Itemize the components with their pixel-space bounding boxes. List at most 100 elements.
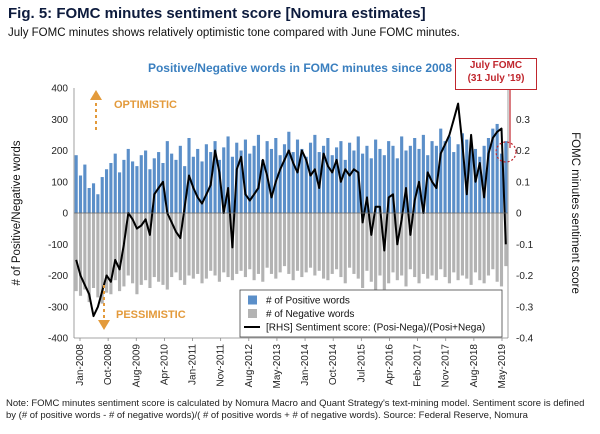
positive-bar [122,159,126,213]
positive-bar [226,136,230,213]
negative-bar [447,213,451,284]
positive-bar [78,175,83,213]
y-tick-label: 100 [51,177,68,188]
positive-bar [391,145,395,213]
positive-bar [434,145,438,213]
positive-bar [456,144,460,213]
negative-bar [486,213,491,276]
positive-bar [352,150,356,213]
positive-bar [239,150,243,213]
negative-bar [335,213,339,270]
negative-bar [222,213,226,273]
positive-bar [96,194,100,213]
negative-bar [369,213,373,282]
negative-bar [387,213,391,284]
positive-bar [222,147,226,213]
positive-bar [170,153,174,213]
sentiment-polyline [75,102,507,318]
negative-bar [196,213,200,274]
positive-bar [365,145,369,213]
legend-swatch [248,295,257,305]
positive-bar [282,144,287,213]
y-tick-label: -300 [48,302,68,313]
positive-bar [291,152,295,213]
positive-bar [369,158,373,213]
positive-bar [378,148,382,213]
pessimistic-arrow-head [98,320,110,330]
positive-bar [230,156,234,213]
callout-circle [495,141,517,163]
positive-bar [361,153,365,213]
negative-bar [200,213,204,284]
negative-bar [131,213,135,284]
negative-bar [317,213,321,271]
negative-bar [361,213,365,288]
figure-title: Fig. 5: FOMC minutes sentiment score [No… [8,5,426,22]
positive-bar [139,155,143,213]
positive-bar [330,155,334,213]
positive-bar [148,169,152,213]
callout-line-1: July FOMC [469,60,523,71]
negative-bar [87,213,91,303]
negative-bar [74,213,78,292]
positive-bar [109,163,113,213]
x-tick-label: Oct-2014 [328,344,339,386]
negative-bar [282,213,287,267]
positive-bar [126,148,130,213]
negative-bar [356,213,360,279]
negative-bar [91,213,96,288]
positive-bar [165,141,169,213]
negative-bar [413,213,417,278]
negative-bar [499,213,504,287]
positive-bar [83,164,87,213]
positive-bar [91,183,96,213]
positive-bar [269,148,274,213]
negative-bar [491,213,495,270]
positive-bar [321,145,326,213]
legend: # of Positive words # of Negative words [R… [239,289,503,338]
x-tick-label: Oct-2008 [103,344,114,386]
positive-bar [404,150,408,213]
positive-bar [278,155,282,213]
positive-bar [152,158,156,213]
negative-bar [300,213,304,278]
positive-bar [295,139,300,213]
positive-bar [495,123,499,213]
negative-bar [139,213,143,285]
negative-bar [426,213,430,279]
negative-bar [304,213,308,273]
positive-bar [413,138,417,213]
negative-bar [313,213,317,276]
negative-bar [395,213,399,281]
pessimistic-label: PESSIMISTIC [116,309,186,321]
negative-bar [348,213,352,268]
negative-bar [460,213,464,276]
footnote: Note: FOMC minutes sentiment score is ca… [6,398,585,421]
optimistic-label: OPTIMISTIC [114,99,177,111]
x-tick-label: Aug-2018 [469,344,480,388]
positive-bar [204,144,208,213]
x-tick-label: Nov-2011 [216,344,227,387]
negative-bar [191,213,195,279]
negative-bar [178,213,182,281]
negative-bar [473,213,478,273]
negative-bar [269,213,274,274]
positive-bar [308,142,313,213]
chart-title: Positive/Negative words in FOMC minutes … [147,61,453,75]
y2-tick-label: 0 [516,209,522,220]
positive-bar [174,159,178,213]
negative-bar [343,213,347,284]
negative-bar [321,213,326,279]
negative-bar [378,213,382,276]
negative-bar [204,213,208,279]
positive-bar [118,172,122,213]
negative-bar [243,213,247,278]
y2-tick-label: 0.3 [516,115,530,126]
positive-bar [382,155,386,213]
negative-bar [235,213,239,274]
positive-bar [104,169,109,213]
negative-bar [239,213,243,271]
positive-bar [178,145,182,213]
negative-bar [96,213,100,298]
positive-bar [387,141,391,213]
